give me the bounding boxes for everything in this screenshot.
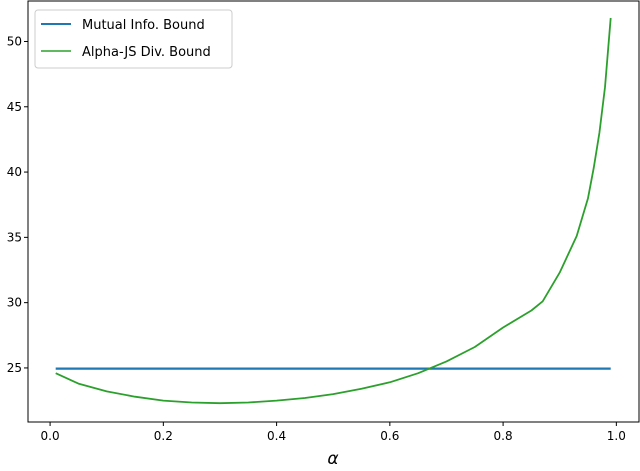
y-tick-label: 25 xyxy=(7,361,22,375)
legend: Mutual Info. Bound Alpha-JS Div. Bound xyxy=(34,9,233,69)
legend-label-alpha-js: Alpha-JS Div. Bound xyxy=(82,45,211,60)
x-tick-label: 1.0 xyxy=(607,429,626,443)
y-tick-label: 35 xyxy=(7,230,22,244)
x-tick-label: 0.0 xyxy=(41,429,60,443)
y-tick-label: 40 xyxy=(7,165,22,179)
y-axis: 25 30 35 40 45 50 xyxy=(7,34,28,375)
x-tick-label: 0.2 xyxy=(154,429,173,443)
legend-label-mutual-info: Mutual Info. Bound xyxy=(82,18,205,33)
y-tick-label: 45 xyxy=(7,100,22,114)
x-axis: 0.0 0.2 0.4 0.6 0.8 1.0 xyxy=(41,422,626,443)
y-tick-label: 50 xyxy=(7,34,22,48)
x-tick-label: 0.6 xyxy=(380,429,399,443)
axes-frame xyxy=(27,0,640,423)
series-line-1 xyxy=(55,17,612,405)
x-tick-label: 0.8 xyxy=(494,429,513,443)
legend-box xyxy=(34,9,233,69)
x-tick-label: 0.4 xyxy=(267,429,286,443)
y-tick-label: 30 xyxy=(7,296,22,310)
x-axis-label: α xyxy=(327,449,338,467)
series-lines xyxy=(55,17,612,405)
